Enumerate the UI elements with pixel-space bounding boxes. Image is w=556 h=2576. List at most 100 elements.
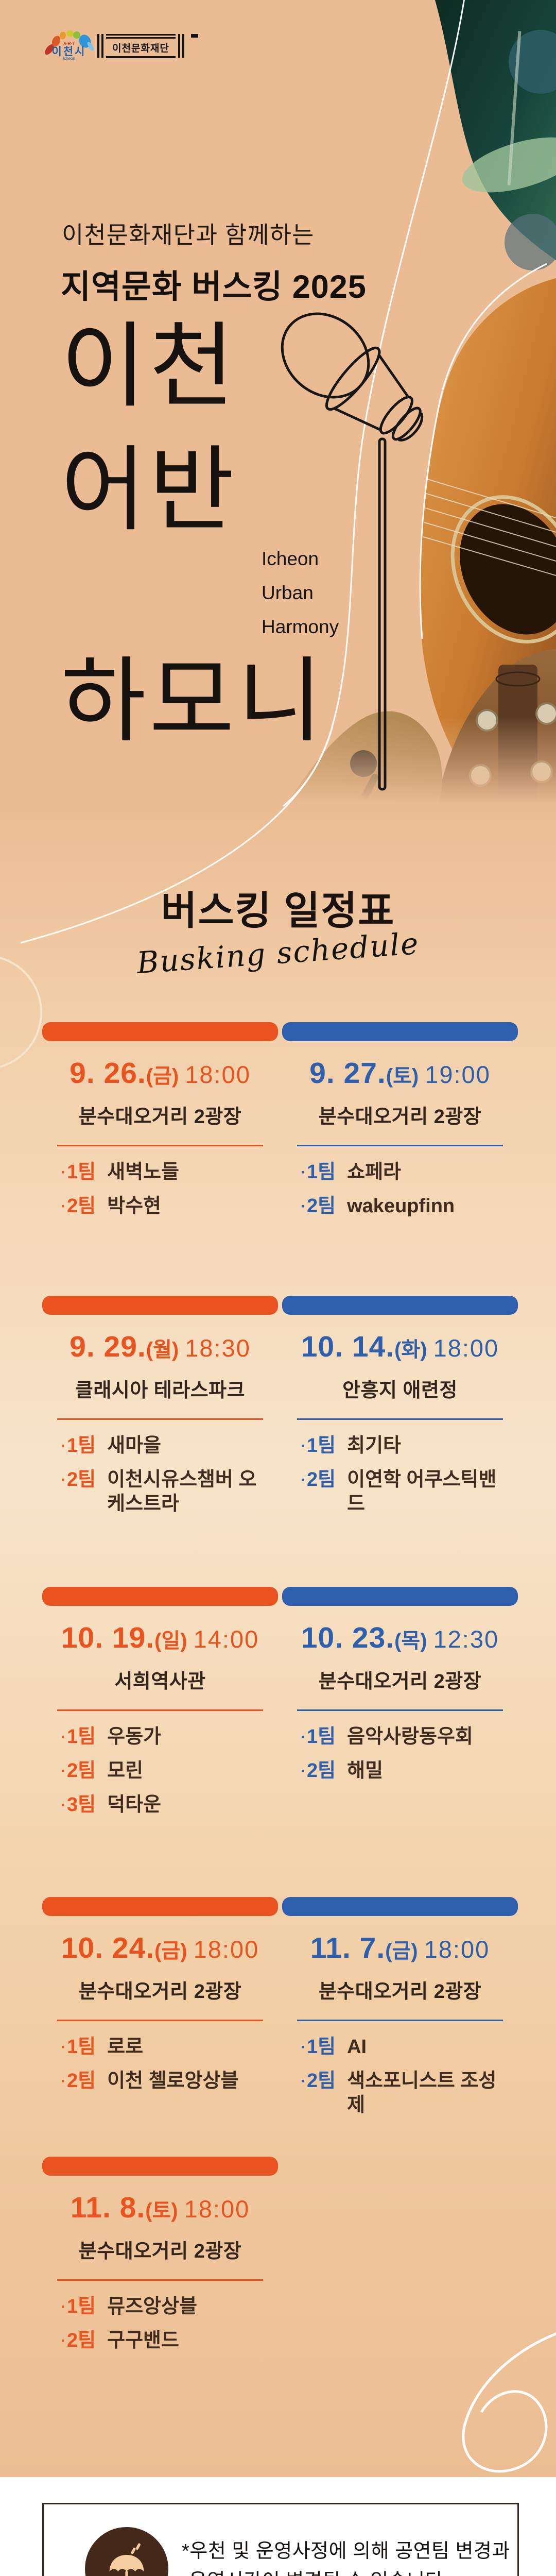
umbrella-badge: [85, 2527, 168, 2576]
team-name: 최기타: [347, 1435, 401, 1456]
event-divider: [297, 1145, 503, 1146]
team-label: 2팀: [307, 2070, 336, 2092]
team-name: 색소포니스트 조성제: [347, 2070, 497, 2116]
event-date: 11. 7.: [310, 1931, 386, 1964]
logo-left-bars: [97, 34, 103, 58]
main-title-line-1: 이천: [61, 315, 238, 418]
svg-text:A·R·T: A·R·T: [63, 41, 75, 46]
team-row: · 1팀 AI: [301, 2035, 507, 2059]
team-row: · 2팀 박수현: [61, 1194, 267, 1218]
foundation-logo-label: 이천문화재단: [106, 37, 176, 58]
event-color-bar: [282, 1587, 518, 1606]
english-title-line-1: Icheon: [262, 548, 319, 569]
event-date-line: 10. 19.(일) 14:00: [42, 1621, 278, 1655]
team-bullet: ·: [61, 1471, 66, 1488]
event-day: (목): [394, 1630, 427, 1652]
event-date: 10. 14.: [301, 1330, 395, 1363]
team-bullet: ·: [61, 1164, 66, 1181]
english-title: Icheon Urban Harmony: [262, 542, 339, 644]
event-venue: 분수대오거리 2광장: [318, 1671, 482, 1692]
event-date-line: 10. 23.(목) 12:30: [282, 1621, 518, 1655]
main-title-line-2: 어반: [61, 438, 238, 542]
event-divider: [297, 1418, 503, 1420]
event-team-list: · 1팀 AI · 2팀 색소포니스트 조성제: [301, 2035, 507, 2127]
event-venue: 분수대오거리 2광장: [318, 1106, 482, 1128]
team-bullet: ·: [61, 2073, 66, 2090]
event-day: (화): [394, 1338, 427, 1361]
team-bullet: ·: [301, 2039, 306, 2056]
event-color-bar: [282, 1022, 518, 1041]
team-name: 해밀: [347, 1760, 384, 1782]
icheon-culture-foundation-logo: 이천문화재단: [95, 34, 198, 58]
event-venue: 분수대오거리 2광장: [78, 1981, 242, 2003]
event-team-list: · 1팀 새벽노들 · 2팀 박수현: [61, 1160, 267, 1228]
event-day: (일): [154, 1630, 187, 1652]
team-name: 음악사랑동우회: [347, 1726, 473, 1748]
weather-notice-box: *우천 및 운영사정에 의해 공연팀 변경과 운영시간이 변경될 수 있습니다.: [42, 2503, 519, 2576]
team-name: AI: [347, 2036, 367, 2058]
team-bullet: ·: [301, 1728, 306, 1745]
team-name: 로로: [107, 2036, 144, 2058]
team-label: 2팀: [307, 1469, 336, 1490]
team-label: 1팀: [67, 1161, 96, 1183]
event-time: 18:00: [185, 1061, 251, 1088]
icheon-city-logo-icon: A·R·T 이천시 Icheon: [45, 30, 94, 61]
event-venue: 안흥지 애련정: [342, 1380, 458, 1401]
icheon-city-logo: A·R·T 이천시 Icheon: [44, 29, 96, 61]
svg-text:이천시: 이천시: [52, 46, 86, 58]
team-name: 이연학 어쿠스틱밴드: [347, 1469, 497, 1515]
team-bullet: ·: [61, 2039, 66, 2056]
team-row: · 1팀 쇼페라: [301, 1160, 507, 1184]
team-row: · 2팀 색소포니스트 조성제: [301, 2069, 507, 2117]
event-time: 12:30: [433, 1625, 499, 1653]
logo-right-bars: [178, 34, 184, 58]
event-venue: 분수대오거리 2광장: [78, 2241, 242, 2262]
event-venue: 분수대오거리 2광장: [318, 1981, 482, 2003]
team-label: 1팀: [307, 1726, 336, 1748]
team-name: 쇼페라: [347, 1161, 401, 1183]
event-time: 18:00: [424, 1936, 490, 1963]
event-day: (금): [146, 1065, 179, 1088]
event-date-line: 9. 27.(토) 19:00: [282, 1056, 518, 1090]
team-row: · 1팀 로로: [61, 2035, 267, 2059]
team-row: · 3팀 덕타운: [61, 1793, 267, 1817]
logo-frame: 이천문화재단: [106, 34, 176, 58]
event-color-bar: [282, 1296, 518, 1315]
logo-square-mark: [190, 34, 198, 38]
team-name: 새마을: [107, 1435, 161, 1456]
team-label: 2팀: [67, 2070, 96, 2092]
event-venue: 클래시아 테라스파크: [75, 1380, 246, 1401]
team-bullet: ·: [61, 1728, 66, 1745]
team-label: 3팀: [67, 1794, 96, 1816]
event-date: 9. 29.: [70, 1330, 146, 1363]
event-date: 10. 19.: [61, 1621, 155, 1654]
event-team-list: · 1팀 최기타 · 2팀 이연학 어쿠스틱밴드: [301, 1434, 507, 1526]
team-row: · 2팀 이천시유스챔버 오케스트라: [61, 1468, 267, 1516]
english-title-line-3: Harmony: [262, 616, 339, 637]
event-time: 18:00: [184, 2195, 250, 2223]
team-label: 1팀: [307, 1161, 336, 1183]
team-bullet: ·: [61, 1762, 66, 1780]
event-date-line: 10. 24.(금) 18:00: [42, 1931, 278, 1965]
event-team-list: · 1팀 뮤즈앙상블 · 2팀 구구밴드: [61, 2295, 267, 2363]
event-date: 11. 8.: [70, 2191, 146, 2224]
team-label: 2팀: [67, 1760, 96, 1782]
team-row: · 2팀 wakeupfinn: [301, 1194, 507, 1218]
team-row: · 2팀 이연학 어쿠스틱밴드: [301, 1468, 507, 1516]
team-label: 1팀: [67, 1435, 96, 1456]
team-name: 우동가: [107, 1726, 161, 1748]
hero-program-title: 지역문화 버스킹 2025: [61, 269, 367, 305]
event-color-bar: [42, 1296, 278, 1315]
event-time: 19:00: [425, 1061, 491, 1088]
team-row: · 1팀 새마을: [61, 1434, 267, 1458]
event-date: 10. 23.: [301, 1621, 395, 1654]
team-bullet: ·: [301, 2073, 306, 2090]
hero-subtitle: 이천문화재단과 함께하는: [62, 222, 315, 248]
team-label: 2팀: [307, 1195, 336, 1217]
event-date: 9. 27.: [309, 1057, 386, 1090]
event-date-line: 10. 14.(화) 18:00: [282, 1330, 518, 1364]
event-divider: [57, 2020, 263, 2021]
team-label: 2팀: [67, 1195, 96, 1217]
notice-line-2: 운영시간이 변경될 수 있습니다.: [189, 2566, 510, 2576]
event-time: 18:00: [433, 1334, 499, 1362]
